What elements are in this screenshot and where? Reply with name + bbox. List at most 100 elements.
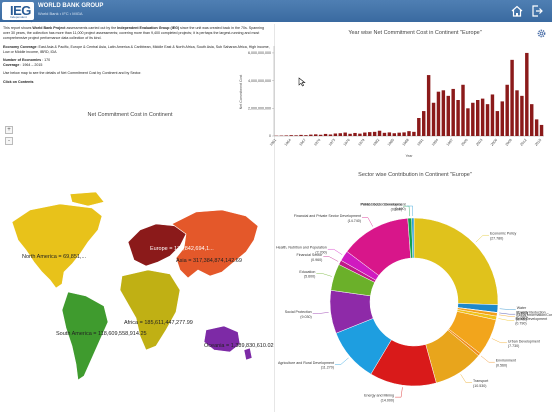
panel-divider	[274, 24, 275, 412]
pie-leader-line	[361, 217, 373, 227]
x-tick-label: 2012	[519, 138, 527, 147]
bar[interactable]	[485, 104, 490, 136]
bar[interactable]	[407, 131, 411, 136]
bar[interactable]	[441, 90, 446, 136]
south-america-label: South America = 118,609,558,914.25	[56, 331, 147, 337]
bar[interactable]	[515, 90, 519, 136]
click-contents[interactable]: Click on Contents	[3, 80, 271, 85]
bar[interactable]	[520, 95, 524, 136]
bar[interactable]	[422, 111, 426, 136]
bar[interactable]	[372, 131, 377, 136]
pie-percent: (0.560)	[496, 363, 507, 367]
europe-region[interactable]	[127, 223, 187, 267]
bar[interactable]	[382, 132, 387, 136]
bar[interactable]	[299, 134, 303, 136]
bar[interactable]	[461, 84, 465, 136]
bar[interactable]	[338, 133, 342, 136]
bar[interactable]	[343, 132, 347, 136]
bar[interactable]	[333, 133, 338, 136]
bar[interactable]	[392, 133, 396, 136]
pie-label: Transport	[473, 379, 488, 383]
bar[interactable]	[377, 130, 382, 136]
bar[interactable]	[358, 133, 362, 136]
pie-label: Global Information/Communications Techno…	[516, 313, 552, 317]
bar[interactable]	[436, 91, 441, 136]
bar[interactable]	[500, 101, 504, 136]
bar[interactable]	[456, 100, 460, 136]
bar[interactable]	[323, 133, 328, 136]
bar[interactable]	[426, 75, 431, 136]
bar[interactable]	[289, 135, 293, 136]
click-contents-label[interactable]: Click on Contents	[3, 79, 34, 84]
bar-chart[interactable]: Net Commitment Cost Year 0 2,000,000,000 4…	[230, 40, 548, 170]
oceania-region[interactable]	[203, 325, 253, 361]
bar[interactable]	[451, 88, 455, 136]
bar[interactable]	[402, 132, 406, 136]
pie-label: Health, Nutrition and Population	[276, 246, 327, 250]
zoom-in-button[interactable]: +	[5, 126, 13, 134]
map-title: Net Commitment Cost in Continent	[87, 112, 173, 118]
pie-leader-line	[480, 355, 495, 363]
bar[interactable]	[412, 131, 416, 136]
pie-leader-line	[498, 318, 515, 321]
pie-leader-line	[316, 273, 332, 277]
south-america-region[interactable]	[61, 291, 109, 381]
oceania-label: Oceania = 1,389,830,610.02	[204, 343, 274, 349]
pie-label: Energy and Mining	[364, 394, 394, 398]
pie-slice[interactable]	[413, 217, 499, 305]
africa-region[interactable]	[119, 269, 181, 351]
bar[interactable]	[466, 108, 470, 136]
bar[interactable]	[471, 102, 475, 136]
world-map[interactable]: North America = 69,851,... Europe = 177,…	[0, 180, 274, 390]
bar[interactable]	[348, 133, 352, 136]
x-tick-label: 1997	[446, 138, 454, 147]
bar[interactable]	[294, 135, 298, 136]
bar[interactable]	[510, 59, 514, 136]
pie-label: Public Sector Governance	[360, 203, 402, 207]
bar[interactable]	[480, 98, 485, 136]
pie-chart[interactable]: Economic Policy(27.780) Water(1.600)Pover…	[276, 182, 552, 412]
pie-label: Education	[299, 270, 315, 274]
bar[interactable]	[534, 119, 539, 136]
pie-leader-line	[499, 308, 516, 310]
pie-slice[interactable]	[411, 217, 415, 259]
asia-region[interactable]	[171, 209, 259, 279]
bar[interactable]	[495, 111, 500, 136]
economies-count: Number of Economies : 170	[3, 58, 271, 63]
bar[interactable]	[284, 135, 288, 136]
bar[interactable]	[505, 84, 509, 136]
bar[interactable]	[314, 134, 318, 136]
bar[interactable]	[476, 100, 480, 136]
org-name: WORLD BANK GROUP	[38, 3, 104, 9]
bar[interactable]	[309, 134, 313, 136]
home-icon[interactable]	[510, 4, 524, 18]
bar[interactable]	[397, 132, 401, 136]
north-america-region[interactable]	[11, 191, 105, 289]
pie-label: Environment	[496, 359, 516, 363]
bar[interactable]	[417, 118, 421, 136]
bar[interactable]	[363, 132, 367, 136]
bar[interactable]	[525, 52, 529, 136]
bar[interactable]	[446, 95, 450, 136]
pie-percent: (5.600)	[304, 275, 315, 279]
bar[interactable]	[304, 135, 308, 136]
bar[interactable]	[387, 132, 392, 136]
bar[interactable]	[368, 132, 372, 136]
gear-icon[interactable]	[536, 28, 547, 39]
intro-bold-ieg: Independent Evaluation Group (IEG)	[117, 26, 180, 30]
bar[interactable]	[490, 94, 495, 136]
zoom-out-button[interactable]: -	[5, 137, 13, 145]
pie-percent: (0.790)	[515, 322, 526, 326]
bar[interactable]	[530, 104, 534, 136]
x-tick-label: 2015	[534, 138, 542, 147]
info-panel: This report shows World Bank Project ass…	[3, 26, 271, 88]
pie-leader-line	[334, 357, 349, 365]
bar[interactable]	[539, 124, 544, 136]
y-tick-label: 6,000,000,000	[248, 51, 271, 55]
bar[interactable]	[328, 134, 333, 136]
bar[interactable]	[318, 134, 323, 136]
pie-percent: (14.000)	[381, 398, 394, 402]
bar[interactable]	[431, 102, 436, 136]
bar[interactable]	[353, 132, 357, 136]
exit-icon[interactable]	[530, 4, 544, 18]
